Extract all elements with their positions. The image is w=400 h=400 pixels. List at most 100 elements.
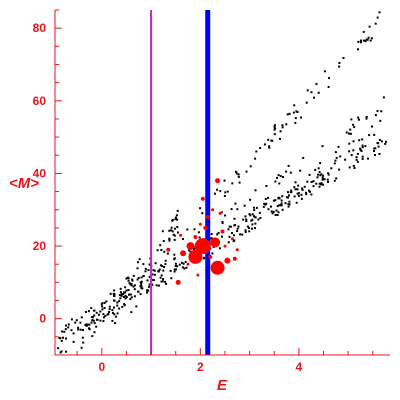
data-point [378,139,381,141]
data-point [242,218,245,221]
data-point [288,200,291,203]
data-point [104,314,107,317]
data-point [359,39,362,42]
data-point [257,218,260,221]
data-point [271,212,274,215]
data-point [308,173,311,176]
highlight-point [220,229,225,234]
data-point [248,213,251,216]
data-point [198,236,201,239]
data-point [287,203,290,206]
data-point [151,279,154,281]
data-point [378,153,381,155]
data-point [379,119,382,122]
data-point [333,179,336,182]
data-point [72,340,75,343]
data-point [295,201,298,204]
data-point [277,196,280,199]
data-point [137,277,140,279]
highlight-point [218,211,222,215]
data-point [293,195,296,198]
data-point [95,311,98,314]
data-point [136,278,139,281]
data-point [171,219,174,221]
data-point [312,180,315,183]
data-point [67,326,70,329]
data-point [273,128,276,131]
data-point [273,133,276,136]
data-point [116,312,119,315]
y-tick-label: 40 [33,166,47,180]
data-point [221,222,224,224]
data-point [166,252,169,255]
data-point [251,223,254,226]
data-point [90,307,93,310]
data-point [114,315,117,318]
data-point [188,249,191,252]
data-point [123,296,125,298]
data-point [279,137,281,140]
data-point [147,269,150,272]
data-point [348,142,351,145]
data-point [244,231,247,233]
data-point [175,268,177,271]
data-point [234,202,237,205]
data-point [353,126,356,129]
data-point [280,204,283,207]
data-point [174,218,177,221]
data-point [235,172,238,175]
data-point [144,270,147,273]
data-point [227,241,230,244]
data-point [293,186,296,189]
data-point [255,206,258,209]
data-point [285,196,288,199]
data-point [288,194,290,197]
data-point [330,167,333,170]
data-point [287,164,290,167]
data-point [235,170,237,173]
data-point [299,169,302,172]
data-point [210,233,213,236]
data-point [162,240,165,242]
data-point [67,323,70,326]
data-point [367,36,370,39]
data-point [108,311,110,313]
data-point [288,203,291,206]
data-point [358,118,360,121]
data-point [125,289,128,292]
data-point [168,238,171,241]
data-point [349,128,352,131]
data-point [161,280,164,283]
data-point [301,188,304,191]
data-point [385,140,387,143]
data-point [364,145,367,148]
data-point [124,286,127,289]
data-point [339,155,342,158]
data-point [237,175,240,178]
data-point [318,185,321,188]
data-point [130,284,133,287]
data-point [355,158,358,161]
data-point [120,294,123,297]
data-point [103,307,106,309]
data-point [62,336,64,339]
data-point [116,301,119,304]
data-point [384,142,387,145]
data-point [265,185,268,187]
data-point [365,115,368,118]
data-point [155,284,158,287]
data-point [113,313,116,316]
data-point [70,329,73,332]
data-point [319,162,322,165]
data-point [314,168,317,171]
data-point [114,322,117,325]
data-point [274,180,277,183]
data-point [65,337,67,340]
highlight-point [166,247,171,252]
data-point [199,207,202,210]
data-point [125,296,128,299]
data-point [229,225,232,228]
data-point [348,150,351,153]
data-point [287,191,289,194]
